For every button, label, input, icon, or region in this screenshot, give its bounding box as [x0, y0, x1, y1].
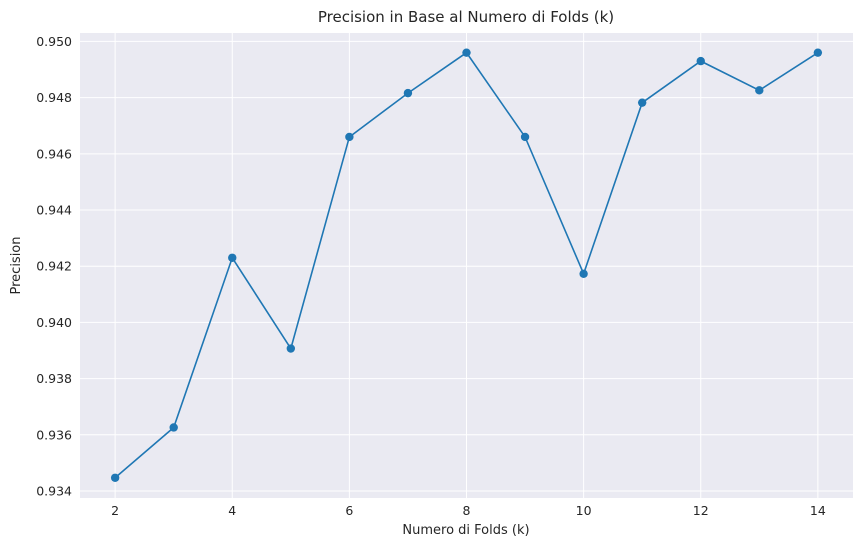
- data-point: [345, 132, 354, 142]
- data-point: [637, 98, 647, 107]
- data-point: [228, 253, 237, 262]
- x-tick-label: 14: [810, 503, 826, 518]
- data-point: [579, 269, 588, 278]
- y-tick-label: 0.948: [36, 90, 72, 105]
- x-tick-label: 6: [345, 503, 353, 518]
- data-point: [403, 88, 413, 98]
- y-tick-label: 0.942: [36, 259, 72, 274]
- y-tick-label: 0.944: [36, 203, 72, 218]
- y-tick-label: 0.936: [36, 427, 72, 442]
- data-point: [110, 473, 120, 482]
- y-tick-label: 0.950: [36, 34, 72, 49]
- grid-lines: [80, 33, 853, 498]
- data-point: [755, 86, 764, 95]
- x-tick-label: 2: [111, 503, 119, 518]
- chart-title: Precision in Base al Numero di Folds (k): [318, 8, 614, 26]
- x-axis-ticks: 2 4 6 8 10 12 14: [111, 503, 826, 518]
- x-tick-label: 12: [693, 503, 709, 518]
- y-tick-label: 0.938: [36, 371, 72, 386]
- y-axis-label: Precision: [9, 236, 24, 294]
- y-axis-ticks: 0.934 0.936 0.938 0.940 0.942 0.944 0.946 0.948…: [36, 34, 72, 499]
- series-group: [110, 48, 823, 482]
- x-axis-label: Numero di Folds (k): [402, 523, 529, 538]
- data-point: [286, 344, 296, 353]
- x-tick-label: 10: [576, 503, 592, 518]
- data-point: [462, 48, 471, 57]
- y-tick-label: 0.934: [36, 483, 72, 498]
- data-point: [169, 423, 178, 432]
- data-point: [813, 48, 823, 57]
- x-tick-label: 8: [463, 503, 471, 518]
- y-tick-label: 0.940: [36, 315, 72, 330]
- x-tick-label: 4: [228, 503, 236, 518]
- data-point: [696, 56, 705, 66]
- data-point: [520, 132, 530, 142]
- y-tick-label: 0.946: [36, 146, 72, 161]
